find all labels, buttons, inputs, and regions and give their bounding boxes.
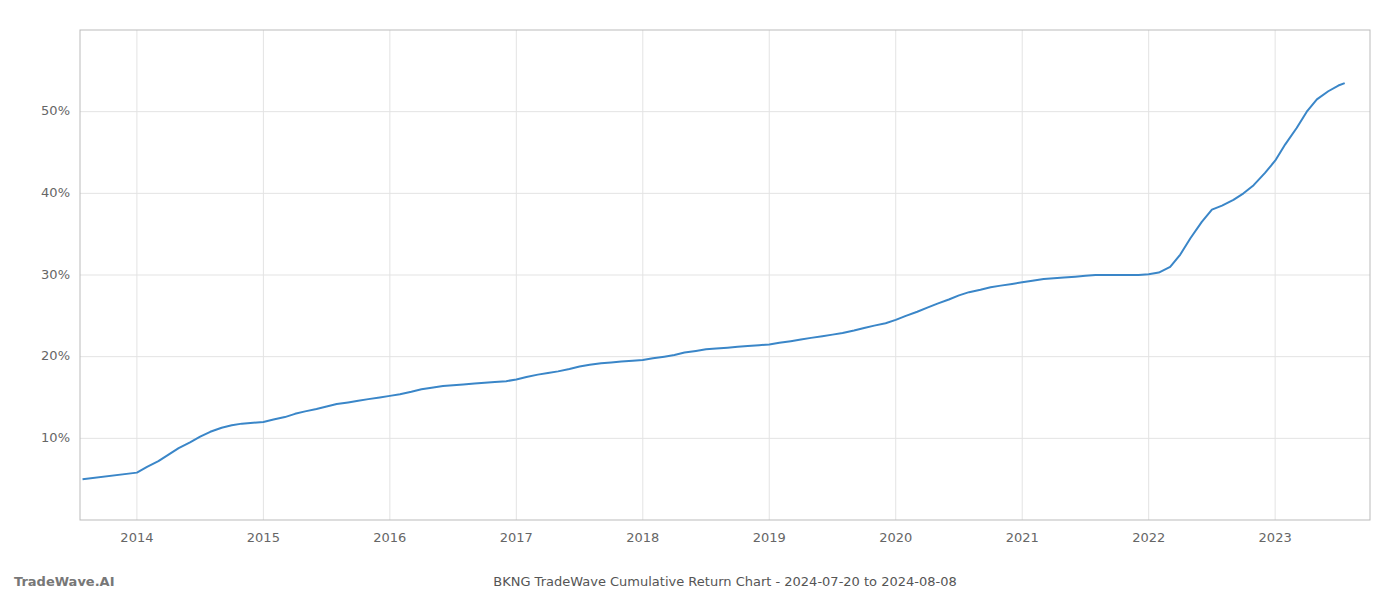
title: BKNG TradeWave Cumulative Return Chart -… <box>493 574 956 589</box>
x-grid-line <box>642 30 643 520</box>
x-tick-label: 2016 <box>373 530 406 545</box>
y-tick-label: 40% <box>41 185 70 200</box>
y-grid-line <box>80 275 1370 276</box>
plot-frame <box>80 30 1370 520</box>
x-grid-line <box>389 30 390 520</box>
x-tick-label: 2018 <box>626 530 659 545</box>
x-grid-line <box>769 30 770 520</box>
x-tick-label: 2017 <box>500 530 533 545</box>
x-tick-label: 2019 <box>753 530 786 545</box>
y-tick-label: 50% <box>41 103 70 118</box>
x-tick-label: 2014 <box>120 530 153 545</box>
x-grid-line <box>136 30 137 520</box>
y-grid-line <box>80 193 1370 194</box>
x-grid-line <box>516 30 517 520</box>
y-grid-line <box>80 356 1370 357</box>
y-tick-label: 30% <box>41 267 70 282</box>
x-grid-line <box>895 30 896 520</box>
grid <box>80 30 1370 520</box>
x-tick-label: 2021 <box>1006 530 1039 545</box>
y-tick-label: 20% <box>41 348 70 363</box>
x-grid-line <box>1022 30 1023 520</box>
y-grid-line <box>80 438 1370 439</box>
x-tick-label: 2015 <box>247 530 280 545</box>
plot-area <box>83 83 1345 479</box>
line <box>83 83 1345 479</box>
y-tick-label: 10% <box>41 430 70 445</box>
x-tick-label: 2022 <box>1132 530 1165 545</box>
x-tick-label: 2023 <box>1259 530 1292 545</box>
x-grid-line <box>263 30 264 520</box>
x-grid-line <box>1275 30 1276 520</box>
x-tick-label: 2020 <box>879 530 912 545</box>
chart: 10% 20% 30% 40% 50% 2014 2015 2016 2017 2018 2019 2… <box>0 0 1400 600</box>
watermark: TradeWave.AI <box>14 574 115 589</box>
y-grid-line <box>80 111 1370 112</box>
background <box>0 0 1400 600</box>
